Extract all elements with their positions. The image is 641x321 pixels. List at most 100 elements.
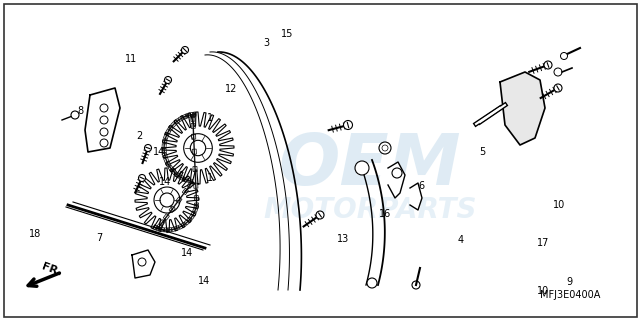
Bar <box>179 175 184 180</box>
Bar <box>194 204 199 209</box>
Circle shape <box>144 144 151 152</box>
Text: 7: 7 <box>96 232 103 243</box>
Polygon shape <box>85 88 120 152</box>
Bar <box>185 114 188 118</box>
Bar <box>183 177 188 182</box>
Bar <box>163 157 169 162</box>
Bar <box>174 118 180 124</box>
Bar <box>184 220 189 225</box>
Circle shape <box>100 128 108 136</box>
Circle shape <box>560 53 567 59</box>
Bar <box>163 134 169 139</box>
Polygon shape <box>500 72 545 145</box>
Circle shape <box>100 104 108 112</box>
Bar <box>195 203 199 205</box>
Text: 5: 5 <box>479 146 485 157</box>
Text: 14: 14 <box>197 276 210 286</box>
Polygon shape <box>132 250 155 278</box>
Text: 18: 18 <box>29 229 42 239</box>
Bar <box>162 139 167 143</box>
Bar <box>168 165 174 171</box>
Bar <box>187 217 192 222</box>
Polygon shape <box>388 162 405 198</box>
Bar <box>194 183 198 188</box>
Bar <box>153 225 158 230</box>
Bar <box>187 182 193 188</box>
Bar <box>192 149 196 154</box>
Bar <box>191 123 196 128</box>
Bar <box>171 169 177 175</box>
Circle shape <box>165 76 172 83</box>
Text: 13: 13 <box>337 234 349 244</box>
Circle shape <box>544 61 552 69</box>
Bar <box>157 224 162 228</box>
Bar <box>165 161 171 167</box>
Text: 10: 10 <box>553 200 565 210</box>
Text: MOTORPARTS: MOTORPARTS <box>263 196 477 224</box>
Bar <box>175 172 180 178</box>
Circle shape <box>554 68 562 76</box>
Circle shape <box>138 175 146 181</box>
Bar <box>162 144 166 148</box>
Circle shape <box>316 211 324 219</box>
Circle shape <box>392 168 402 178</box>
Bar <box>164 228 168 232</box>
Bar <box>176 197 182 203</box>
Bar <box>188 179 193 183</box>
Bar <box>183 114 188 119</box>
Bar <box>178 116 184 121</box>
Text: 4: 4 <box>457 235 463 245</box>
Text: 14: 14 <box>181 248 194 258</box>
Bar <box>162 149 167 153</box>
Bar <box>169 206 175 213</box>
Bar <box>175 226 179 230</box>
Circle shape <box>71 111 79 119</box>
Polygon shape <box>410 183 422 210</box>
Bar <box>190 180 194 184</box>
Bar <box>190 112 194 117</box>
Bar <box>182 188 188 195</box>
Text: 8: 8 <box>77 106 83 116</box>
Circle shape <box>554 84 562 92</box>
Bar <box>189 214 194 219</box>
Bar <box>163 153 167 158</box>
Circle shape <box>355 161 369 175</box>
Bar <box>193 208 197 212</box>
Bar <box>156 226 160 229</box>
Text: 9: 9 <box>566 277 572 288</box>
Circle shape <box>379 142 391 154</box>
Bar <box>165 129 171 135</box>
Circle shape <box>344 120 353 129</box>
Text: 12: 12 <box>224 84 237 94</box>
Bar <box>181 222 187 227</box>
Text: 14: 14 <box>159 177 172 187</box>
Bar <box>194 195 199 201</box>
Circle shape <box>100 139 108 147</box>
Text: MFJ3E0400A: MFJ3E0400A <box>540 290 600 300</box>
Text: 2: 2 <box>137 131 143 142</box>
Text: OEM: OEM <box>279 131 462 199</box>
Bar <box>191 115 195 117</box>
Text: 1: 1 <box>207 113 213 123</box>
Bar <box>163 214 169 220</box>
Text: 6: 6 <box>419 180 425 191</box>
Bar <box>193 167 197 172</box>
Circle shape <box>100 116 108 124</box>
Bar <box>191 211 196 216</box>
Circle shape <box>367 278 377 288</box>
Text: 11: 11 <box>125 54 138 65</box>
Text: 1: 1 <box>207 173 213 183</box>
Circle shape <box>138 258 146 266</box>
Circle shape <box>181 47 188 54</box>
Bar <box>153 225 158 230</box>
Bar <box>159 220 165 226</box>
Bar <box>168 126 173 131</box>
Bar <box>191 117 195 121</box>
Bar <box>160 227 164 232</box>
Bar <box>178 224 183 229</box>
Bar <box>192 134 196 139</box>
Text: 3: 3 <box>263 38 269 48</box>
Bar <box>193 112 196 117</box>
Text: 17: 17 <box>537 238 550 248</box>
Text: 10: 10 <box>537 285 549 296</box>
